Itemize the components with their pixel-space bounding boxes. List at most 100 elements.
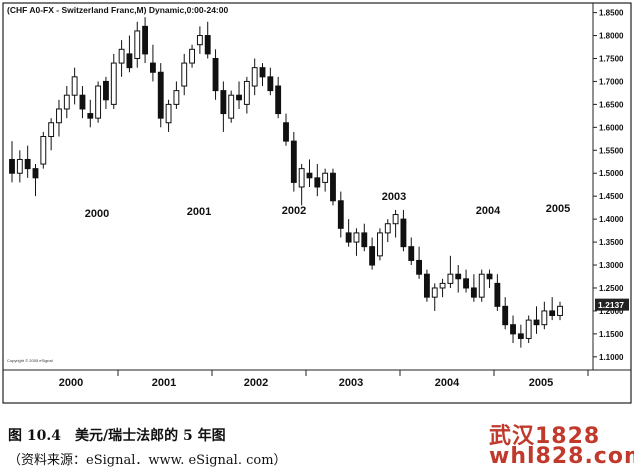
candle [251,58,258,96]
candle-body [416,259,423,275]
candle-body [470,287,477,298]
candle-body [392,214,399,225]
candle-body [9,158,15,174]
candle [439,278,446,298]
candle [314,164,321,197]
candle-body [40,136,47,165]
candle [400,209,407,252]
x-year-label: 2001 [152,377,176,389]
candle [384,219,391,243]
candle-body [134,30,141,59]
candle [16,150,23,183]
in-chart-year-label: 2000 [85,208,109,220]
watermark-logo-line1: 武汉1828 [489,424,601,449]
candle-body [377,232,383,257]
candle-body [126,53,133,69]
candle [87,99,94,128]
candle-body [557,305,563,317]
candle [212,49,219,100]
candle [173,81,180,109]
candle [189,44,195,68]
candle [533,306,540,334]
y-tick-label: 1.5000 [599,169,624,178]
last-price-label: 1.2137 [598,300,624,310]
candlesticks [9,17,563,348]
in-chart-year-label: 2005 [546,203,570,215]
candle [134,21,141,68]
candle-body [525,319,532,339]
candle [502,297,509,330]
y-tick-label: 1.3000 [599,261,624,270]
candle-body [337,200,344,229]
y-tick-label: 1.2000 [599,307,624,316]
y-tick-label: 1.8000 [599,32,624,41]
candle-body [361,232,368,248]
y-tick-label: 1.5500 [599,146,624,155]
candle-body [149,62,156,73]
candle [423,269,430,302]
candle [9,141,15,183]
candle [345,219,352,247]
x-year-label: 2000 [59,377,83,389]
candle [431,283,438,311]
candle [478,269,485,302]
candle-body [95,85,102,119]
y-tick-label: 1.1000 [599,353,624,362]
candle [236,81,242,109]
candle [40,131,47,169]
candle-body [275,85,282,115]
chart-title: (CHF A0-FX - Switzerland Franc,M) Dynami… [7,5,228,15]
candle [330,168,336,206]
candle [118,40,125,77]
candle [204,21,211,59]
candle [486,269,493,288]
y-tick-label: 1.2500 [599,284,624,293]
candle-body [103,80,109,101]
candle [463,269,469,293]
candle [447,255,454,288]
candle-body [431,287,438,298]
candle-body [290,140,297,183]
candle-body [345,232,352,243]
candle [157,63,164,128]
candle [525,315,532,344]
candle [455,265,462,293]
y-tick-label: 1.3500 [599,238,624,247]
candle [549,297,556,321]
candle-body [314,177,321,188]
candle-body [400,218,407,248]
candle-body [549,310,556,317]
candle [142,17,149,64]
candle-body [87,113,94,119]
candle-body [16,158,23,174]
candle [228,90,235,123]
in-chart-year-label: 2003 [382,191,406,203]
candle [322,168,329,192]
candle-body [24,158,31,170]
candle [48,118,55,151]
candle-body [243,80,250,105]
in-chart-year-label: 2002 [282,205,306,217]
candle-body [142,25,149,55]
candle-body [204,35,211,55]
candle-body [56,108,62,124]
x-year-label: 2003 [339,377,363,389]
time-axis: 2000 2001 2002 2003 2004 2005 [59,370,589,389]
candle [353,228,360,256]
candle [95,81,102,123]
in-chart-year-label: 2001 [187,206,211,218]
candle-body [228,94,235,119]
candle-body [48,122,55,138]
candle-body [196,35,203,46]
candle-body [173,90,180,105]
candle [32,164,39,197]
candle [220,81,227,132]
chart-frame [2,2,632,404]
y-tick-label: 1.4500 [599,192,624,201]
candle [416,246,423,279]
candle-body [306,172,313,179]
candle-body [298,168,305,188]
candle-body [510,324,516,335]
candle [71,67,78,105]
